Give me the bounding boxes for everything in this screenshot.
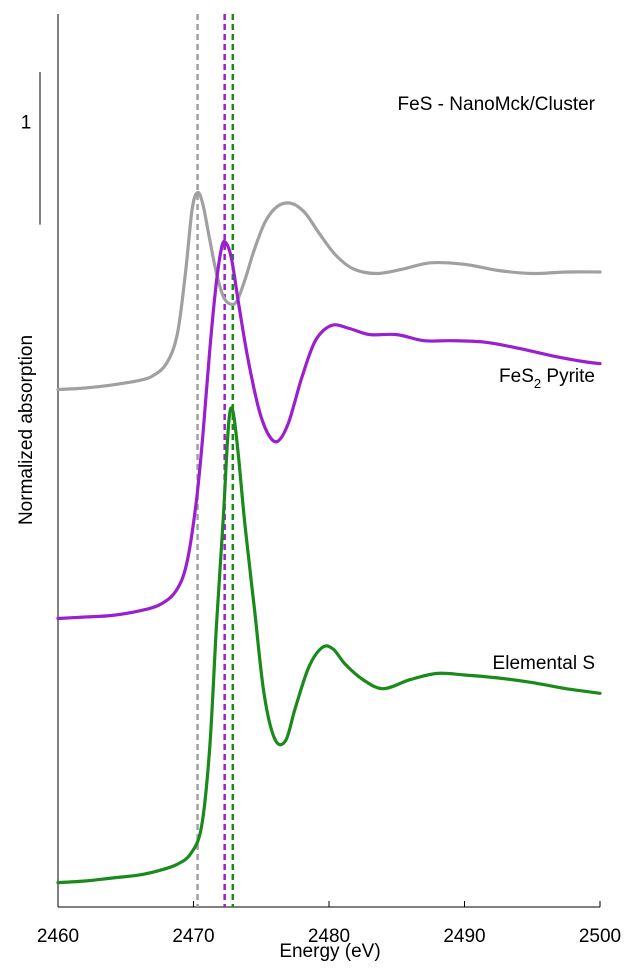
series-label: FeS2 Pyrite	[499, 366, 595, 391]
series-label-main: FeS	[499, 366, 534, 387]
x-tick-label: 2490	[443, 926, 485, 947]
y-axis-title: Normalized absorption	[16, 335, 37, 525]
x-tick-label: 2500	[579, 926, 621, 947]
series-labels: FeS - NanoMck/Cluster FeS2 Pyrite Elementa…	[398, 94, 596, 674]
series-group	[56, 190, 602, 885]
x-tick-label: 2460	[37, 926, 79, 947]
scale-bar-label: 1	[21, 112, 32, 133]
scale-bar: 1	[21, 72, 41, 225]
x-axis-title: Energy (eV)	[279, 941, 380, 962]
x-ticks: 2460 2470 2480 2490 2500	[37, 901, 621, 947]
reference-lines	[196, 14, 235, 907]
series-line	[56, 239, 602, 621]
series-label-main: Elemental S	[493, 653, 595, 674]
series-label-main: FeS - NanoMck/Cluster	[398, 94, 596, 115]
x-tick-label: 2470	[172, 926, 214, 947]
series-line	[56, 406, 602, 885]
series-label: Elemental S	[493, 653, 595, 674]
x-tick-label: 2480	[308, 926, 350, 947]
series-label-subscript: 2	[534, 376, 541, 391]
series-label-suffix: Pyrite	[541, 366, 595, 387]
series-label: FeS - NanoMck/Cluster	[398, 94, 596, 115]
plot-frame	[57, 14, 600, 908]
series-line	[56, 190, 602, 392]
